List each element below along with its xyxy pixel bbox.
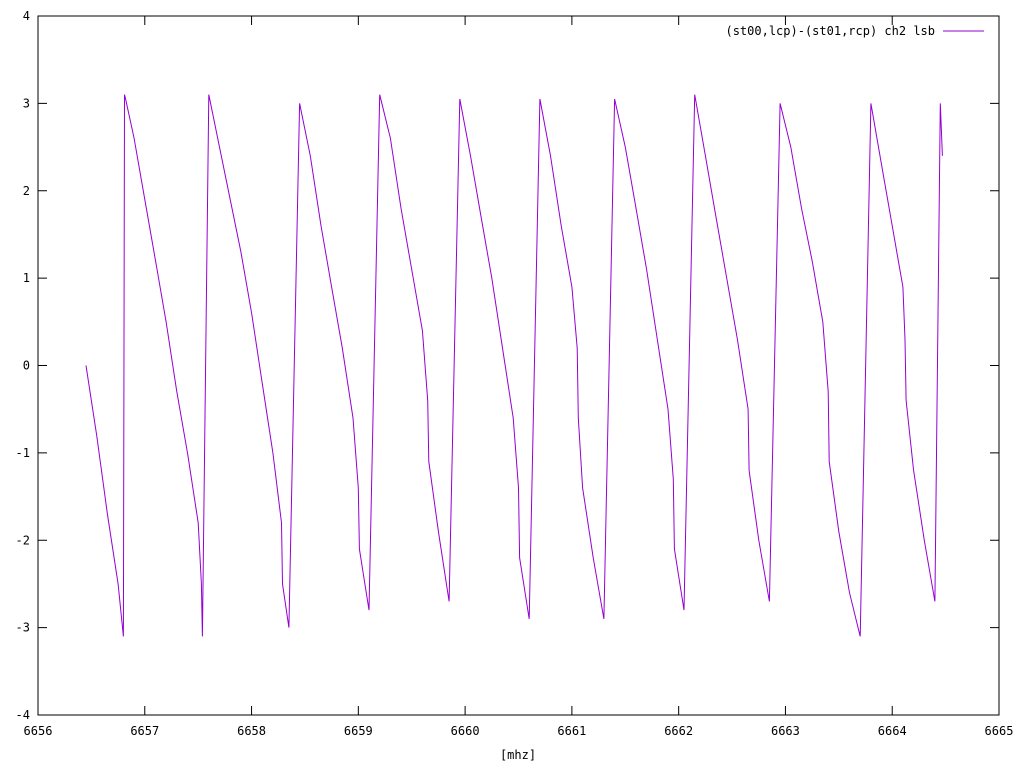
y-tick-label: -1 (16, 446, 30, 460)
x-tick-label: 6660 (451, 724, 480, 738)
x-tick-label: 6662 (664, 724, 693, 738)
x-axis-ticks: 6656 6657 6658 6659 6660 6661 6662 6663 6664 6665 (24, 16, 1014, 738)
y-tick-label: 0 (23, 359, 30, 373)
y-tick-label: 3 (23, 96, 30, 110)
x-tick-label: 6656 (24, 724, 53, 738)
y-tick-label: -2 (16, 533, 30, 547)
y-axis-ticks: -4 -3 -2 -1 0 1 2 3 4 (16, 9, 999, 722)
x-tick-label: 6665 (985, 724, 1014, 738)
x-tick-label: 6658 (237, 724, 266, 738)
y-tick-label: -3 (16, 621, 30, 635)
x-tick-label: 6659 (344, 724, 373, 738)
plot-frame (37, 15, 1000, 716)
legend-entry-label: (st00,lcp)-(st01,rcp) ch2 lsb (725, 24, 935, 38)
legend: (st00,lcp)-(st01,rcp) ch2 lsb (725, 24, 984, 38)
x-tick-label: 6663 (771, 724, 800, 738)
x-tick-label: 6657 (130, 724, 159, 738)
x-tick-label: 6661 (557, 724, 586, 738)
y-tick-label: 2 (23, 184, 30, 198)
x-tick-label: 6664 (878, 724, 907, 738)
y-tick-label: -4 (16, 708, 30, 722)
series-line (85, 94, 943, 637)
y-tick-label: 1 (23, 271, 30, 285)
y-tick-label: 4 (23, 9, 30, 23)
x-axis-label: [mhz] (500, 748, 536, 762)
